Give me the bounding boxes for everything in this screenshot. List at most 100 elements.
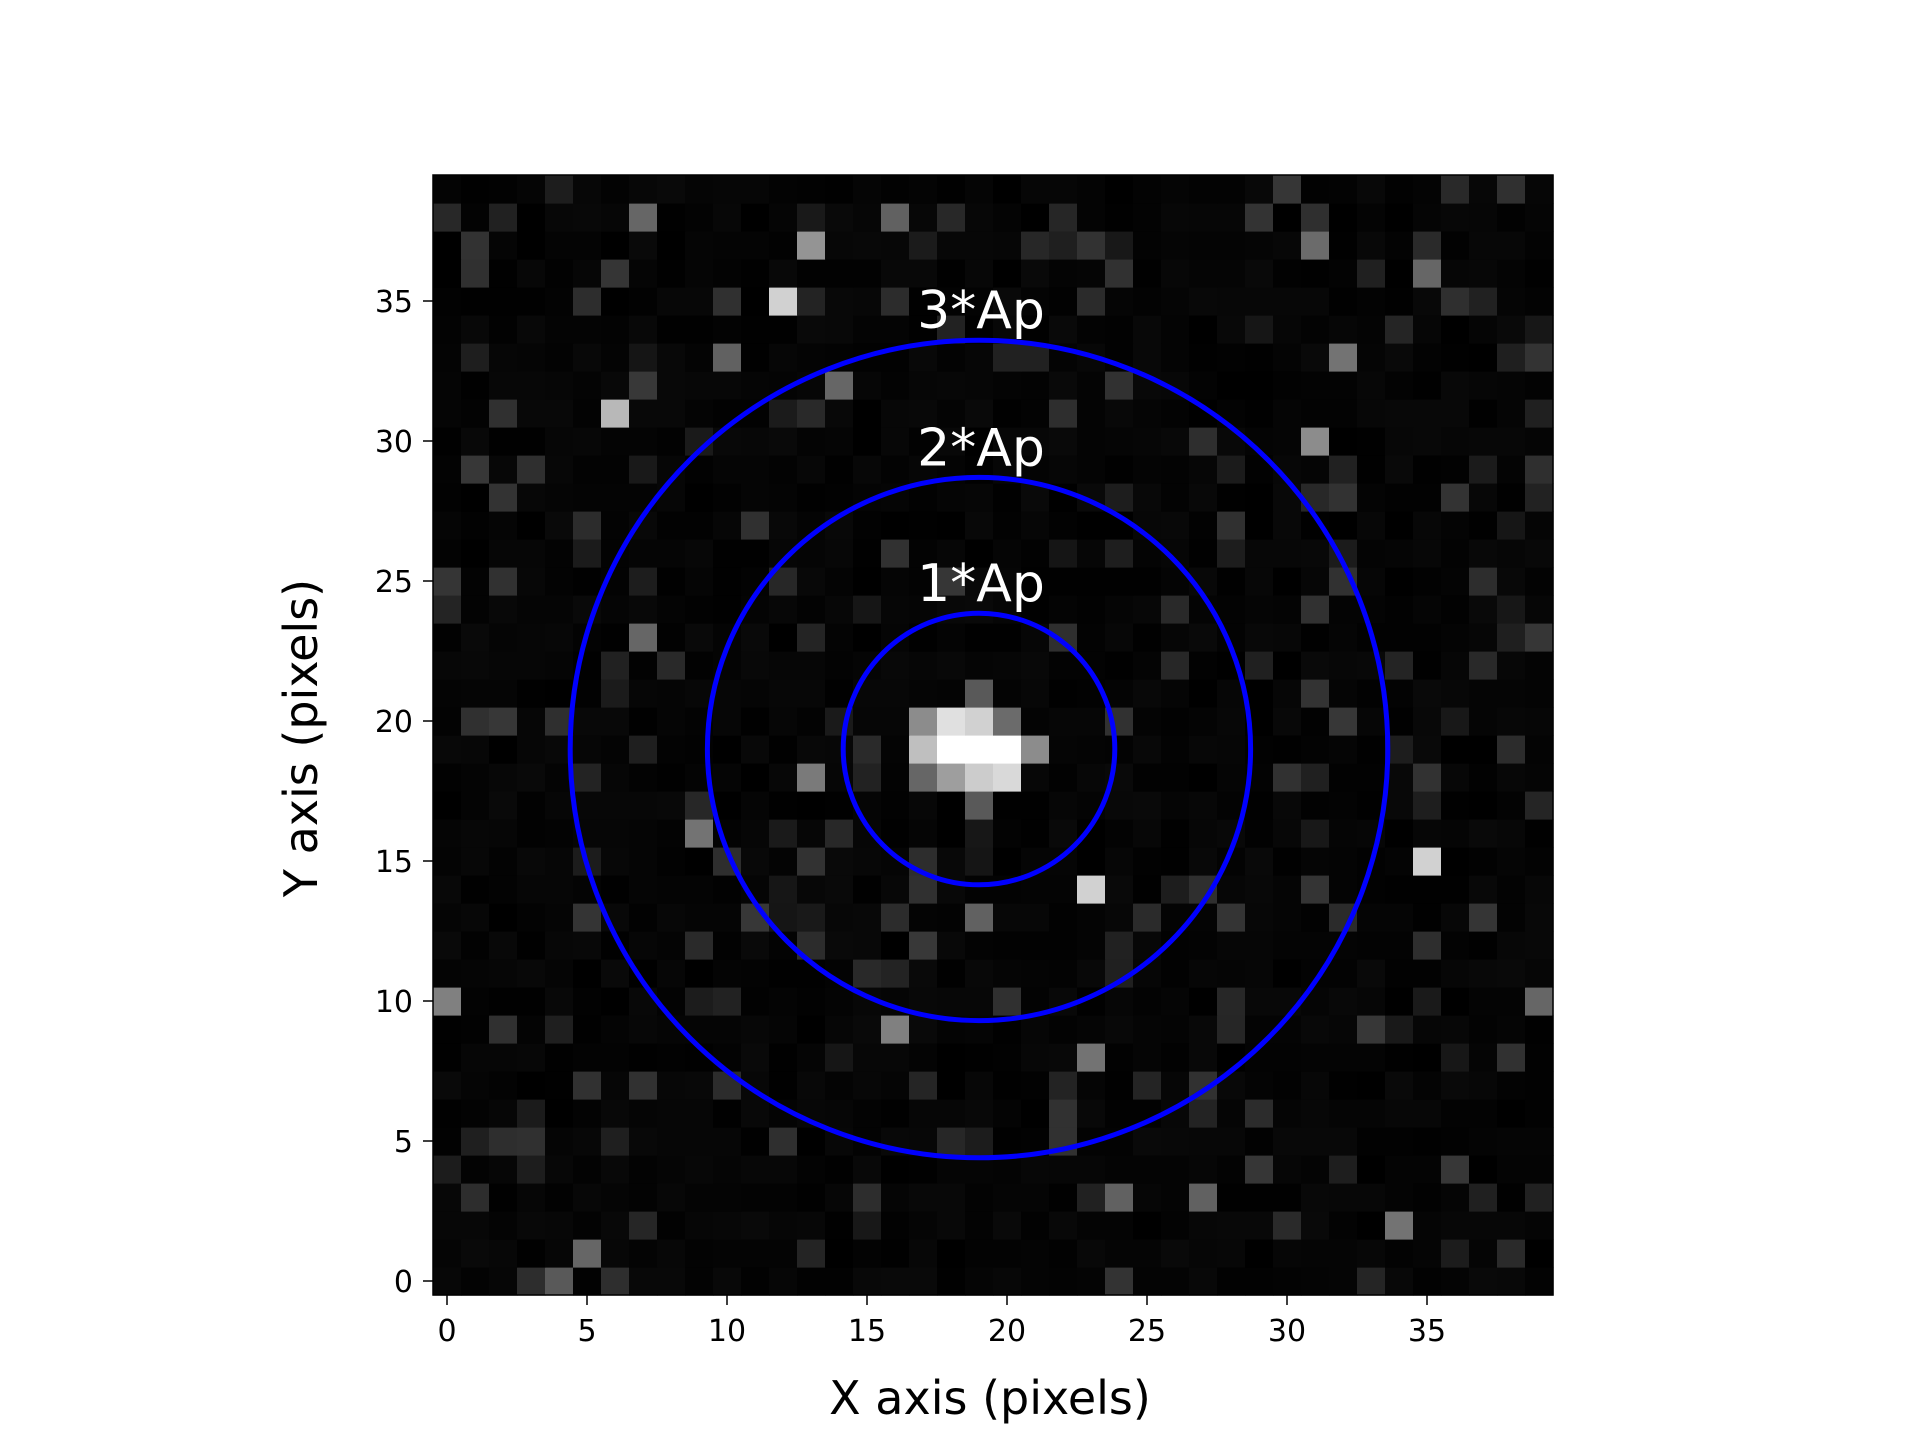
- image-pixel: [1105, 1239, 1134, 1268]
- image-pixel: [545, 931, 574, 960]
- image-pixel: [657, 1127, 686, 1156]
- image-pixel: [1301, 707, 1330, 736]
- image-pixel: [1301, 735, 1330, 764]
- image-pixel: [1273, 1127, 1302, 1156]
- image-pixel: [629, 1155, 658, 1184]
- image-pixel: [1301, 1267, 1330, 1296]
- image-pixel: [1021, 1099, 1050, 1128]
- image-pixel: [909, 203, 938, 232]
- image-pixel: [881, 959, 910, 988]
- image-pixel: [797, 315, 826, 344]
- image-pixel: [1357, 903, 1386, 932]
- image-pixel: [825, 847, 854, 876]
- image-pixel: [657, 595, 686, 624]
- image-pixel: [545, 987, 574, 1016]
- image-pixel: [1413, 651, 1442, 680]
- image-pixel: [713, 287, 742, 316]
- image-pixel: [657, 567, 686, 596]
- image-pixel: [1385, 595, 1414, 624]
- image-pixel: [489, 679, 518, 708]
- image-pixel: [601, 259, 630, 288]
- image-pixel: [657, 763, 686, 792]
- image-pixel: [601, 1183, 630, 1212]
- image-pixel: [1413, 567, 1442, 596]
- image-pixel: [1329, 399, 1358, 428]
- image-pixel: [937, 539, 966, 568]
- image-pixel: [1301, 259, 1330, 288]
- image-pixel: [1525, 819, 1554, 848]
- image-pixel: [461, 707, 490, 736]
- image-pixel: [601, 483, 630, 512]
- image-pixel: [825, 623, 854, 652]
- image-pixel: [993, 259, 1022, 288]
- image-pixel: [1497, 595, 1526, 624]
- image-pixel: [1413, 707, 1442, 736]
- image-pixel: [1525, 539, 1554, 568]
- image-pixel: [1217, 931, 1246, 960]
- image-pixel: [1049, 651, 1078, 680]
- image-pixel: [685, 1211, 714, 1240]
- image-pixel: [1049, 707, 1078, 736]
- image-pixel: [1189, 1211, 1218, 1240]
- image-pixel: [1021, 315, 1050, 344]
- image-pixel: [1469, 1099, 1498, 1128]
- image-pixel: [433, 931, 462, 960]
- image-pixel: [993, 511, 1022, 540]
- image-pixel: [825, 1155, 854, 1184]
- image-pixel: [489, 1099, 518, 1128]
- image-pixel: [1469, 1127, 1498, 1156]
- image-pixel: [853, 1267, 882, 1296]
- image-pixel: [965, 1043, 994, 1072]
- image-pixel: [797, 987, 826, 1016]
- image-pixel: [1469, 399, 1498, 428]
- image-pixel: [713, 763, 742, 792]
- image-pixel: [1273, 539, 1302, 568]
- image-pixel: [629, 1071, 658, 1100]
- image-pixel: [937, 259, 966, 288]
- image-pixel: [937, 511, 966, 540]
- image-pixel: [741, 1015, 770, 1044]
- image-pixel: [517, 1239, 546, 1268]
- image-pixel: [1441, 343, 1470, 372]
- image-pixel: [1133, 427, 1162, 456]
- image-pixel: [937, 287, 966, 316]
- image-pixel: [853, 1155, 882, 1184]
- image-pixel: [601, 791, 630, 820]
- image-pixel: [1273, 987, 1302, 1016]
- image-pixel: [489, 567, 518, 596]
- image-pixel: [1245, 1071, 1274, 1100]
- image-pixel: [1525, 483, 1554, 512]
- image-pixel: [797, 399, 826, 428]
- image-pixel: [1329, 427, 1358, 456]
- aperture-ring: [567, 337, 1391, 1161]
- image-pixel: [1301, 1127, 1330, 1156]
- image-pixel: [573, 1015, 602, 1044]
- image-pixel: [965, 1183, 994, 1212]
- image-pixel: [769, 987, 798, 1016]
- image-pixel: [629, 203, 658, 232]
- image-pixel: [629, 315, 658, 344]
- image-pixel: [1161, 399, 1190, 428]
- image-pixel: [1189, 231, 1218, 260]
- image-pixel: [1049, 959, 1078, 988]
- image-pixel: [1133, 595, 1162, 624]
- image-pixel: [1049, 595, 1078, 624]
- image-pixel: [993, 735, 1022, 764]
- image-pixel: [1301, 203, 1330, 232]
- image-pixel: [461, 987, 490, 1016]
- image-pixel: [853, 1211, 882, 1240]
- image-pixel: [1441, 231, 1470, 260]
- image-pixel: [685, 931, 714, 960]
- image-pixel: [1301, 931, 1330, 960]
- image-pixel: [1441, 679, 1470, 708]
- image-pixel: [517, 511, 546, 540]
- image-pixel: [1077, 875, 1106, 904]
- image-pixel: [1329, 987, 1358, 1016]
- image-pixel: [713, 707, 742, 736]
- image-pixel: [545, 791, 574, 820]
- x-tick-label: 25: [1128, 1314, 1166, 1349]
- image-pixel: [1497, 735, 1526, 764]
- image-pixel: [1441, 875, 1470, 904]
- image-pixel: [489, 511, 518, 540]
- image-pixel: [741, 1267, 770, 1296]
